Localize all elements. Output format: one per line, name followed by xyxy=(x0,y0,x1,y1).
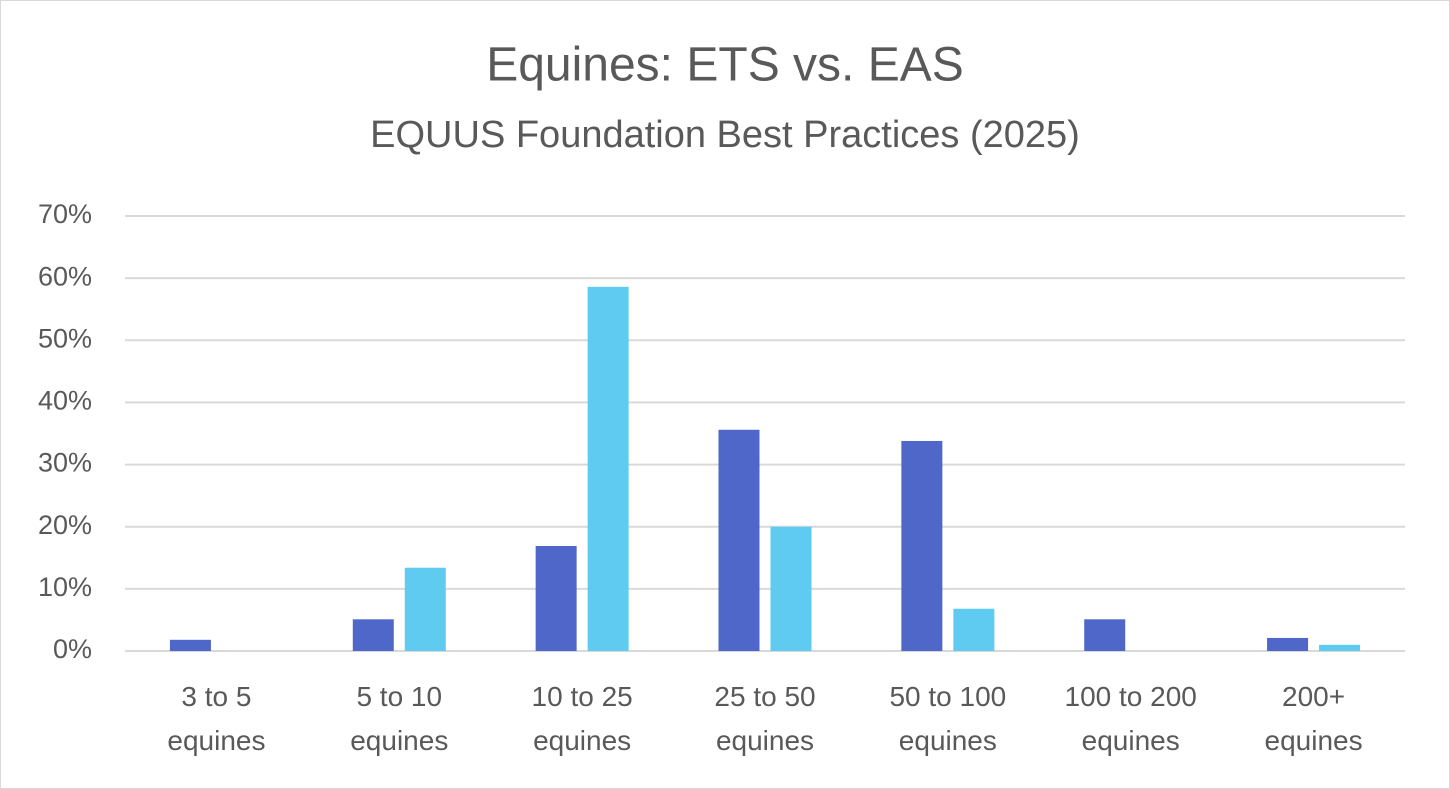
x-tick-label: 25 to 50 equines xyxy=(714,681,816,756)
chart-subtitle: EQUUS Foundation Best Practices (2025) xyxy=(370,114,1080,156)
x-tick-label: 5 to 10 equines xyxy=(350,681,449,756)
bar xyxy=(587,286,629,651)
x-tick-label: 3 to 5 equines xyxy=(167,681,266,756)
bar xyxy=(1084,619,1126,651)
bar xyxy=(404,567,446,651)
y-tick-label: 30% xyxy=(38,448,92,478)
bar xyxy=(352,619,394,651)
y-tick-label: 10% xyxy=(38,572,92,602)
x-tick-label: 100 to 200 equines xyxy=(1064,681,1197,756)
chart-title: Equines: ETS vs. EAS xyxy=(486,39,964,92)
y-tick-label: 40% xyxy=(38,386,92,416)
bar xyxy=(1319,644,1361,651)
bar xyxy=(1267,637,1309,651)
y-tick-label: 60% xyxy=(38,261,92,291)
bar xyxy=(169,639,211,651)
bar xyxy=(901,440,943,651)
y-tick-label: 0% xyxy=(53,634,92,664)
x-tick-label: 50 to 100 equines xyxy=(889,681,1007,756)
bar xyxy=(770,526,812,651)
x-tick-label: 10 to 25 equines xyxy=(531,681,633,756)
bar xyxy=(535,545,577,651)
y-tick-label: 70% xyxy=(38,199,92,229)
y-tick-label: 20% xyxy=(38,510,92,540)
bar xyxy=(718,429,760,651)
bar xyxy=(953,608,995,651)
y-tick-label: 50% xyxy=(38,323,92,353)
x-tick-label: 200+ equines xyxy=(1264,681,1363,756)
